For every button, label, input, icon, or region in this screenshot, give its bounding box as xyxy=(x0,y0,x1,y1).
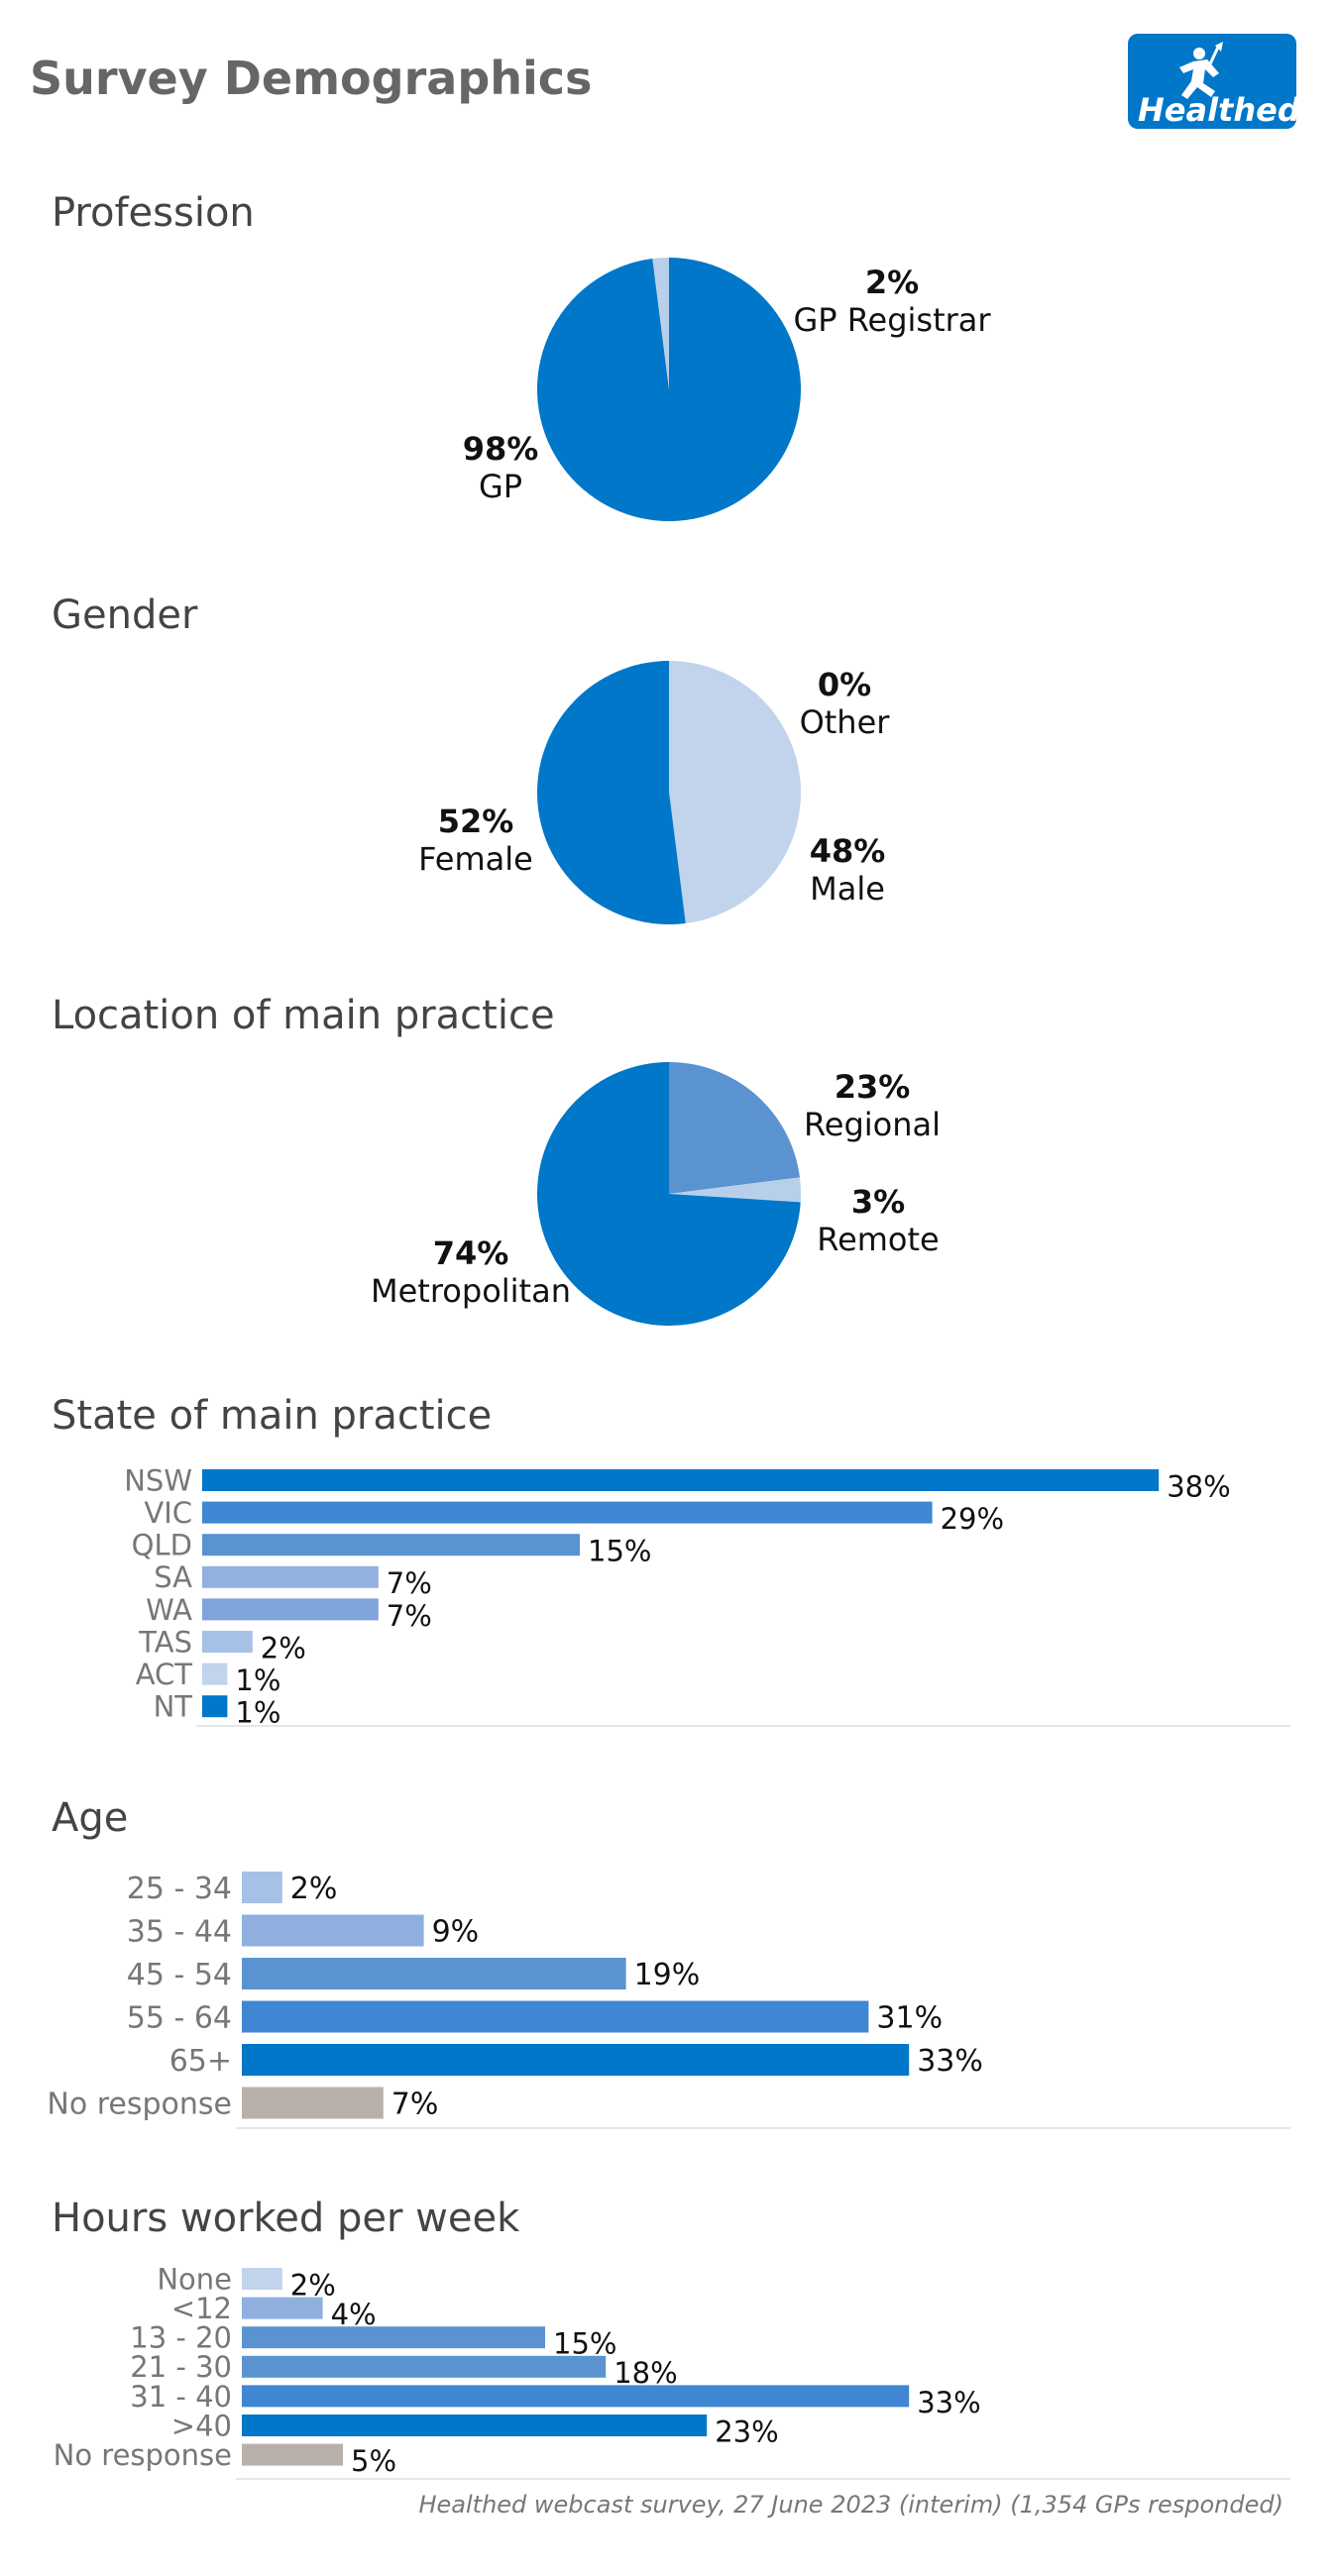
category-label-act: ACT xyxy=(136,1658,193,1691)
pie-slice-remote xyxy=(669,1177,801,1203)
data-label-tas: 2% xyxy=(261,1631,306,1664)
pie-label-gp-registrar: 2% GP Registrar xyxy=(793,264,991,339)
data-label-35-44: 9% xyxy=(432,1914,480,1949)
category-label-35-44: 35 - 44 xyxy=(127,1914,232,1949)
pie-label-remote: 3% Remote xyxy=(817,1183,940,1258)
data-label-wa: 7% xyxy=(387,1599,432,1633)
pie-label-regional: 23% Regional xyxy=(803,1068,942,1143)
bar-none xyxy=(242,2268,282,2290)
data-label-vic: 29% xyxy=(941,1502,1004,1536)
category-label-none: None xyxy=(157,2262,232,2296)
category-label-qld: QLD xyxy=(132,1529,192,1562)
category-label-no-response: No response xyxy=(47,2087,232,2121)
bar-55-64 xyxy=(242,2000,869,2033)
bar-wa xyxy=(202,1598,379,1621)
profession-title: Profession xyxy=(52,190,255,236)
logo-text: Healthed xyxy=(1138,91,1300,129)
bar-40 xyxy=(242,2415,708,2436)
data-label-45-54: 19% xyxy=(634,1958,701,1992)
state-title: State of main practice xyxy=(52,1393,493,1439)
data-label-no-response: 5% xyxy=(351,2444,396,2478)
pie-slice-male xyxy=(669,661,801,923)
pie-slice-female xyxy=(536,661,686,924)
category-label-nsw: NSW xyxy=(124,1463,192,1497)
footer-source: Healthed webcast survey, 27 June 2023 (i… xyxy=(418,2491,1283,2519)
data-label-none: 2% xyxy=(290,2268,336,2302)
bar-nsw xyxy=(202,1469,1160,1491)
bar-25-34 xyxy=(242,1872,282,1903)
data-label-13-20: 15% xyxy=(553,2327,616,2361)
data-label-nt: 1% xyxy=(235,1696,280,1730)
bar-nt xyxy=(202,1695,228,1718)
pie-label-metropolitan: 74% Metropolitan xyxy=(371,1234,571,1310)
bar-31-40 xyxy=(242,2385,910,2408)
runner-icon xyxy=(1179,42,1223,99)
bar-no-response xyxy=(242,2087,384,2119)
pie-label-female: 52% Female xyxy=(418,803,533,878)
category-label-vic: VIC xyxy=(144,1496,192,1530)
pie-label-gp: 98% GP xyxy=(462,430,539,505)
healthed-logo[interactable]: Healthed xyxy=(1128,34,1300,129)
category-label-65: 65+ xyxy=(169,2044,232,2079)
location-title: Location of main practice xyxy=(52,993,555,1038)
category-label-55-64: 55 - 64 xyxy=(127,2000,232,2035)
bar-65 xyxy=(242,2044,910,2076)
age-title: Age xyxy=(52,1795,129,1841)
category-label-13-20: 13 - 20 xyxy=(130,2321,232,2355)
page-title: Survey Demographics xyxy=(30,52,593,105)
data-label-25-34: 2% xyxy=(290,1872,338,1906)
category-label-wa: WA xyxy=(146,1593,192,1627)
hours-title: Hours worked per week xyxy=(52,2196,520,2241)
data-label-no-response: 7% xyxy=(391,2087,439,2121)
data-label-21-30: 18% xyxy=(613,2356,677,2390)
category-label-nt: NT xyxy=(154,1690,193,1724)
pie-label-other: 0% Other xyxy=(799,666,890,741)
bar-35-44 xyxy=(242,1914,424,1947)
data-label-12: 4% xyxy=(331,2298,377,2331)
category-label-21-30: 21 - 30 xyxy=(130,2350,232,2384)
data-label-sa: 7% xyxy=(387,1566,432,1600)
gender-title: Gender xyxy=(52,592,198,638)
data-label-act: 1% xyxy=(235,1664,280,1697)
bar-act xyxy=(202,1663,228,1685)
pie-slice-gp-registrar xyxy=(652,258,669,389)
bar-13-20 xyxy=(242,2326,545,2349)
pie-label-male: 48% Male xyxy=(809,832,886,908)
data-label-31-40: 33% xyxy=(917,2386,980,2419)
category-label-no-response: No response xyxy=(54,2438,232,2472)
category-label-25-34: 25 - 34 xyxy=(127,1872,232,1906)
category-label-12: <12 xyxy=(171,2292,232,2325)
bar-12 xyxy=(242,2297,323,2319)
bar-no-response xyxy=(242,2443,343,2466)
data-label-65: 33% xyxy=(917,2044,983,2079)
bar-21-30 xyxy=(242,2355,607,2378)
category-label-31-40: 31 - 40 xyxy=(130,2380,232,2414)
pie-slice-gp xyxy=(536,258,801,522)
data-label-qld: 15% xyxy=(588,1535,651,1568)
category-label-45-54: 45 - 54 xyxy=(127,1958,232,1992)
bar-tas xyxy=(202,1631,253,1653)
pie-slice-regional xyxy=(669,1062,800,1194)
bar-sa xyxy=(202,1565,379,1588)
data-label-55-64: 31% xyxy=(876,2000,943,2035)
category-label-40: >40 xyxy=(171,2409,232,2442)
category-label-sa: SA xyxy=(154,1560,192,1594)
bar-45-54 xyxy=(242,1958,626,1989)
category-label-tas: TAS xyxy=(138,1625,192,1659)
data-label-40: 23% xyxy=(715,2415,778,2448)
bar-vic xyxy=(202,1501,933,1524)
bar-qld xyxy=(202,1534,580,1556)
pie-slice-metropolitan xyxy=(537,1062,801,1326)
data-label-nsw: 38% xyxy=(1167,1469,1230,1503)
